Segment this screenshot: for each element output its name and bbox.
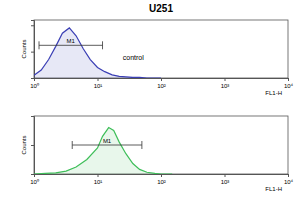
plot-frame: [34, 20, 288, 78]
gate-bar: [72, 145, 142, 146]
x-tick-mark: [288, 78, 289, 81]
x-tick: 10⁴: [284, 78, 294, 89]
panel: U251 10⁰ 10¹ 10² 10³ 10⁴FL1-H Counts M1 control: [21, 3, 294, 96]
x-tick-label: 10³: [221, 83, 230, 89]
x-axis-line: [35, 79, 289, 82]
y-tick-mark: [31, 145, 34, 146]
x-tick: 10⁰: [30, 78, 39, 89]
y-tick-mark: [31, 52, 34, 53]
y-tick: [31, 25, 34, 26]
x-tick: 10⁴: [284, 174, 294, 185]
y-axis: [31, 21, 35, 79]
panel: 10⁰ 10¹ 10² 10³ 10⁴FL1-H Counts M1: [21, 116, 294, 192]
x-axis: 10⁰ 10¹ 10² 10³ 10⁴: [30, 174, 293, 185]
y-tick: [31, 78, 34, 79]
histogram-line: [34, 28, 161, 78]
x-tick-label: 10⁴: [284, 83, 294, 89]
gate: M1: [72, 138, 142, 149]
y-axis-title: Counts: [21, 135, 27, 154]
title: U251: [149, 3, 173, 14]
x-tick-mark: [288, 174, 289, 177]
y-axis-line: [31, 21, 35, 79]
gate-end: [141, 141, 142, 149]
y-tick-mark: [31, 116, 34, 117]
x-tick: 10¹: [94, 78, 103, 89]
y-tick-mark: [31, 78, 34, 79]
x-axis-title: FL1-H: [265, 186, 282, 192]
x-tick: 10¹: [94, 174, 103, 185]
plot-marks: [34, 28, 161, 78]
x-tick-mark: [225, 174, 226, 177]
plot-frame: [34, 116, 288, 174]
x-tick-label: 10⁴: [284, 179, 294, 185]
x-tick-label: 10³: [221, 179, 230, 185]
y-tick: [31, 174, 34, 175]
y-axis: [31, 117, 35, 175]
gate-label: M1: [67, 38, 76, 44]
y-tick-mark: [31, 174, 34, 175]
x-tick: 10³: [221, 78, 230, 89]
x-tick-label: 10¹: [94, 83, 103, 89]
histogram-fill: [34, 28, 161, 78]
x-tick-label: 10⁰: [30, 82, 39, 89]
gate-bar: [39, 45, 103, 46]
x-axis-title: FL1-H: [265, 90, 282, 96]
gate-end: [72, 141, 73, 149]
gate-end: [39, 41, 40, 49]
x-tick-label: 10²: [157, 83, 166, 89]
x-tick-mark: [98, 78, 99, 81]
x-tick: 10³: [221, 174, 230, 185]
plot-marks: [34, 128, 172, 174]
x-tick: 10²: [157, 78, 166, 89]
x-tick-label: 10²: [157, 179, 166, 185]
x-tick: 10⁰: [30, 174, 39, 185]
figure: U25110⁰10¹10²10³10⁴FL1-HCountsM1control1…: [0, 0, 300, 200]
y-axis-line: [31, 117, 35, 175]
x-axis: 10⁰ 10¹ 10² 10³ 10⁴: [30, 78, 293, 89]
gate: M1: [39, 38, 103, 49]
y-tick: [31, 116, 34, 117]
x-tick-label: 10¹: [94, 179, 103, 185]
y-tick: [31, 52, 34, 53]
y-tick-mark: [31, 25, 34, 26]
x-tick-mark: [98, 174, 99, 177]
x-tick: 10²: [157, 174, 166, 185]
x-axis-line: [35, 175, 289, 178]
gate-end: [102, 41, 103, 49]
x-tick-mark: [225, 78, 226, 81]
histogram-line: [34, 128, 172, 174]
x-tick-mark: [161, 174, 162, 177]
gate-label: M1: [103, 138, 112, 144]
histogram-fill: [34, 128, 172, 174]
y-axis-title: Counts: [21, 39, 27, 58]
y-tick: [31, 145, 34, 146]
x-tick-mark: [161, 78, 162, 81]
x-tick-label: 10⁰: [30, 178, 39, 185]
annotation: control: [123, 54, 144, 61]
